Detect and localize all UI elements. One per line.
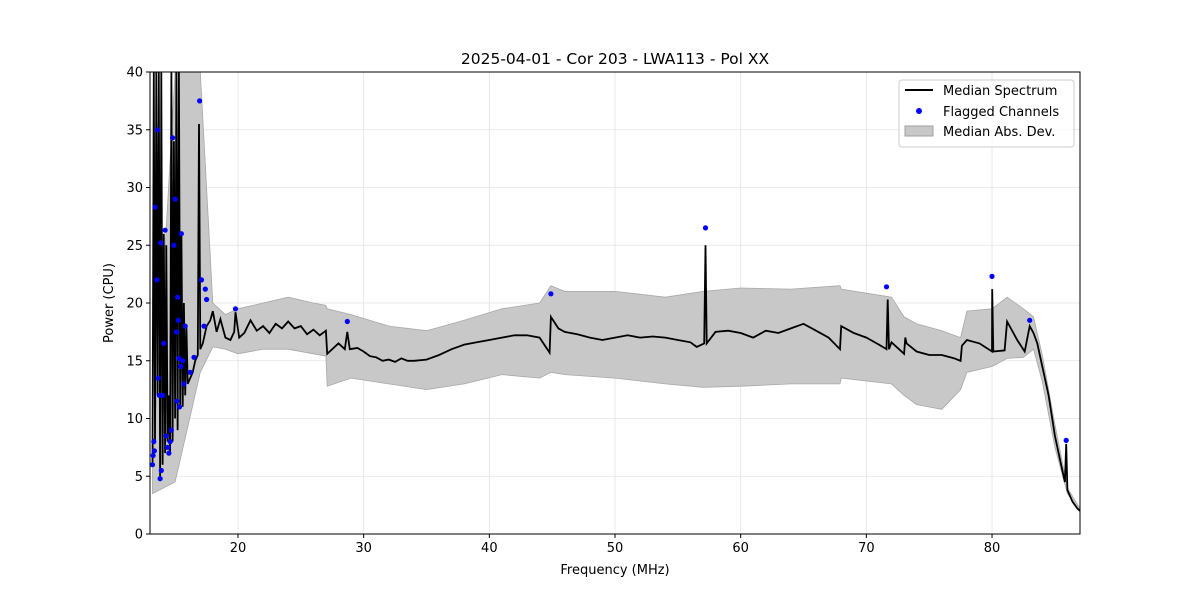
flagged-channel-point	[187, 369, 193, 375]
flagged-channel-point	[172, 196, 178, 202]
x-tick-label: 50	[607, 541, 624, 556]
flagged-channel-point	[154, 127, 161, 133]
flagged-channel-point	[149, 462, 156, 468]
flagged-channel-point	[197, 98, 203, 104]
x-axis-ticks: 20 30 40 50 60 70 80	[230, 534, 1001, 556]
flagged-channel-point	[170, 135, 176, 141]
flagged-channel-point	[152, 204, 158, 210]
flagged-channel-point	[180, 358, 186, 364]
flagged-channel-point	[171, 242, 177, 248]
flagged-channel-point	[1063, 437, 1069, 443]
legend-box	[898, 79, 1075, 148]
flagged-channel-point	[163, 433, 169, 439]
y-tick-label: 10	[126, 412, 143, 427]
flagged-channels-layer	[149, 98, 1069, 482]
y-tick-label: 15	[126, 354, 143, 369]
flagged-channel-point	[178, 231, 184, 237]
flagged-channel-point	[344, 318, 350, 325]
x-tick-label: 40	[481, 541, 498, 556]
flagged-channel-point	[162, 227, 168, 233]
y-tick-label: 0	[135, 528, 143, 543]
flagged-channel-point	[168, 427, 174, 433]
flagged-channel-point	[176, 404, 183, 410]
flagged-channel-point	[232, 306, 239, 312]
flagged-channel-point	[151, 439, 157, 445]
flagged-channel-point	[161, 340, 167, 346]
flagged-channel-point	[165, 444, 171, 450]
flagged-channel-point	[154, 277, 160, 283]
y-tick-label: 40	[126, 66, 143, 81]
flagged-channel-point	[202, 286, 208, 292]
flagged-channel-point	[158, 467, 164, 474]
legend-label-mad: Median Abs. Dev.	[943, 125, 1055, 140]
flagged-channel-point	[158, 240, 164, 246]
flagged-channel-point	[201, 323, 207, 329]
legend-band-swatch	[904, 125, 934, 137]
y-tick-label: 5	[135, 470, 143, 485]
flagged-channel-point	[157, 476, 163, 482]
y-tick-label: 35	[126, 123, 143, 138]
median-spectrum-line	[151, 71, 1081, 512]
flagged-channel-point	[548, 291, 554, 297]
flagged-channel-point	[702, 225, 709, 231]
legend-point-swatch	[916, 108, 922, 114]
flagged-channel-point	[178, 363, 184, 370]
flagged-channel-point	[155, 375, 161, 381]
legend-label-median: Median Spectrum	[943, 84, 1057, 99]
flagged-channel-point	[173, 329, 179, 335]
y-tick-label: 30	[126, 181, 143, 196]
flagged-channel-point	[989, 273, 995, 279]
x-tick-label: 20	[230, 541, 247, 556]
flagged-channel-point	[150, 452, 156, 459]
flagged-channel-point	[175, 317, 181, 323]
x-axis-label: Frequency (MHz)	[560, 563, 669, 578]
flagged-channel-point	[883, 284, 890, 290]
y-tick-label: 20	[126, 297, 143, 312]
flagged-channel-point	[151, 448, 157, 454]
flagged-channel-point	[176, 355, 182, 361]
median-spectrum-layer	[151, 71, 1081, 512]
flagged-channel-point	[198, 277, 205, 283]
flagged-channel-point	[191, 354, 197, 360]
flagged-channel-point	[167, 439, 173, 445]
y-axis-ticks: 0 5 10 15 20 25 30 35 40	[126, 66, 150, 543]
flagged-channel-point	[166, 450, 172, 456]
x-tick-label: 70	[858, 541, 875, 556]
y-axis-label: Power (CPU)	[102, 263, 117, 343]
x-tick-label: 60	[732, 541, 749, 556]
x-tick-label: 30	[355, 541, 372, 556]
flagged-channel-point	[182, 323, 188, 329]
flagged-channel-point	[160, 392, 166, 398]
flagged-channel-point	[1027, 317, 1033, 323]
flagged-channel-point	[174, 398, 180, 404]
legend-label-flagged: Flagged Channels	[943, 105, 1059, 120]
flagged-channel-point	[204, 296, 210, 303]
flagged-channel-point	[181, 381, 187, 387]
flagged-channel-point	[175, 294, 181, 300]
x-tick-label: 80	[984, 541, 1001, 556]
legend: Median Spectrum Flagged Channels Median …	[898, 79, 1075, 148]
y-tick-label: 25	[126, 239, 143, 254]
chart-title: 2025-04-01 - Cor 203 - LWA113 - Pol XX	[461, 50, 770, 68]
